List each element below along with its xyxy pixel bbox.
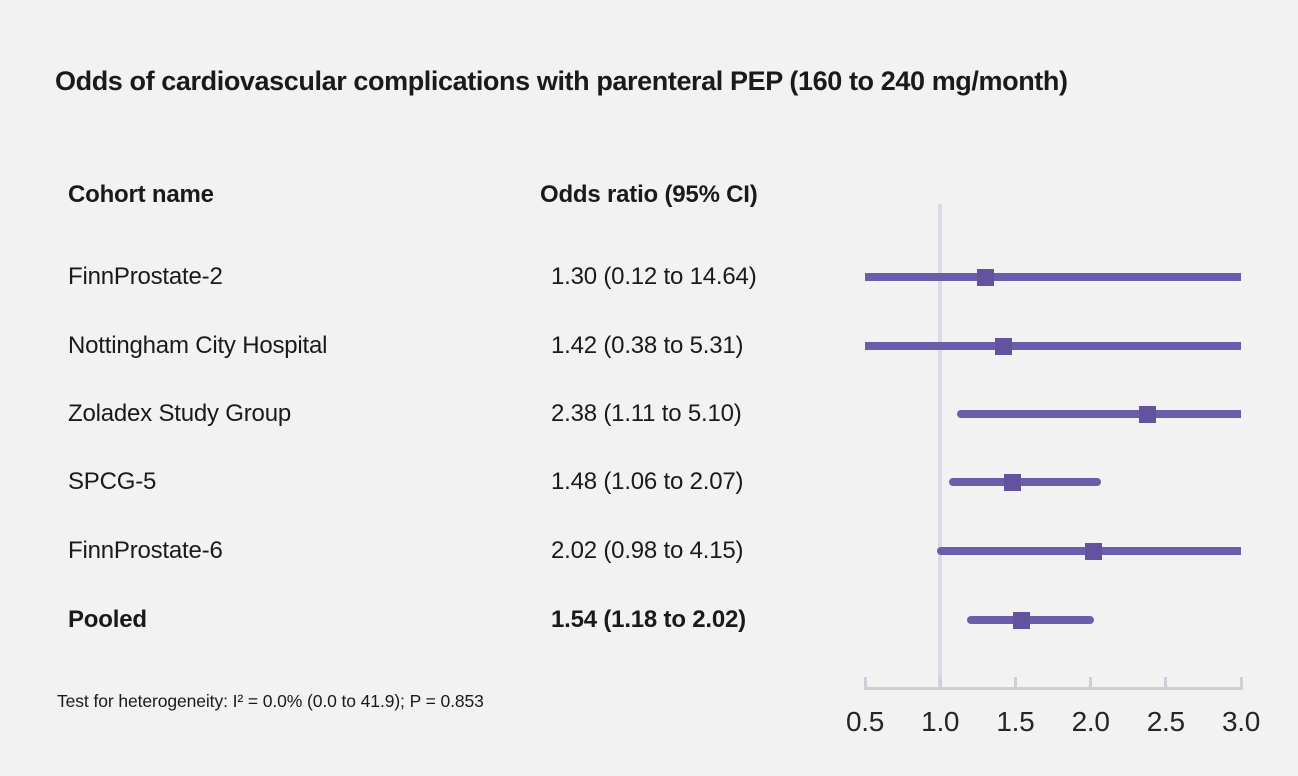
odds-ratio-value: 1.30 (0.12 to 14.64) (551, 263, 757, 290)
x-axis-tick (1164, 677, 1168, 688)
odds-ratio-marker (1085, 542, 1103, 560)
heterogeneity-note: Test for heterogeneity: I² = 0.0% (0.0 t… (57, 691, 484, 711)
odds-ratio-marker (994, 337, 1012, 355)
cohort-label: SPCG-5 (68, 468, 157, 495)
x-axis-tick-label: 2.5 (1146, 706, 1185, 737)
x-axis-tick-label: 1.5 (996, 706, 1035, 737)
odds-ratio-value: 1.54 (1.18 to 2.02) (551, 606, 746, 633)
odds-ratio-column-header: Odds ratio (95% CI) (540, 181, 758, 208)
figure-title: Odds of cardiovascular complications wit… (55, 66, 1068, 96)
odds-ratio-value: 2.02 (0.98 to 4.15) (551, 537, 744, 564)
confidence-interval-line (949, 478, 1102, 486)
cohort-label: FinnProstate-2 (68, 263, 223, 290)
x-axis-tick (1013, 677, 1017, 688)
odds-ratio-value: 1.48 (1.06 to 2.07) (551, 468, 744, 495)
odds-ratio-value: 1.42 (0.38 to 5.31) (551, 332, 744, 359)
cohort-label: FinnProstate-6 (68, 537, 223, 564)
x-axis-tick (1089, 677, 1093, 688)
reference-line (938, 204, 943, 689)
odds-ratio-marker (1003, 473, 1021, 491)
cohort-label: Nottingham City Hospital (68, 332, 328, 359)
x-axis-line (863, 687, 1243, 690)
confidence-interval-line (956, 410, 1241, 418)
odds-ratio-marker (1012, 611, 1030, 629)
x-axis-tick-label: 0.5 (845, 706, 885, 737)
odds-ratio-marker (976, 268, 994, 286)
cohort-label: Pooled (68, 606, 147, 633)
confidence-interval-line (865, 342, 1241, 350)
x-axis-tick (938, 677, 942, 688)
cohort-label: Zoladex Study Group (68, 400, 291, 427)
x-axis-tick-label: 1.0 (921, 706, 960, 737)
confidence-interval-line (865, 273, 1241, 281)
x-axis-tick (1239, 677, 1243, 688)
cohort-column-header: Cohort name (68, 181, 214, 208)
x-axis-tick-label: 3.0 (1221, 706, 1261, 737)
x-axis-tick-label: 2.0 (1071, 706, 1110, 737)
x-axis-tick (863, 677, 867, 688)
odds-ratio-value: 2.38 (1.11 to 5.10) (551, 400, 742, 427)
odds-ratio-marker (1139, 405, 1157, 423)
confidence-interval-line (967, 616, 1094, 624)
